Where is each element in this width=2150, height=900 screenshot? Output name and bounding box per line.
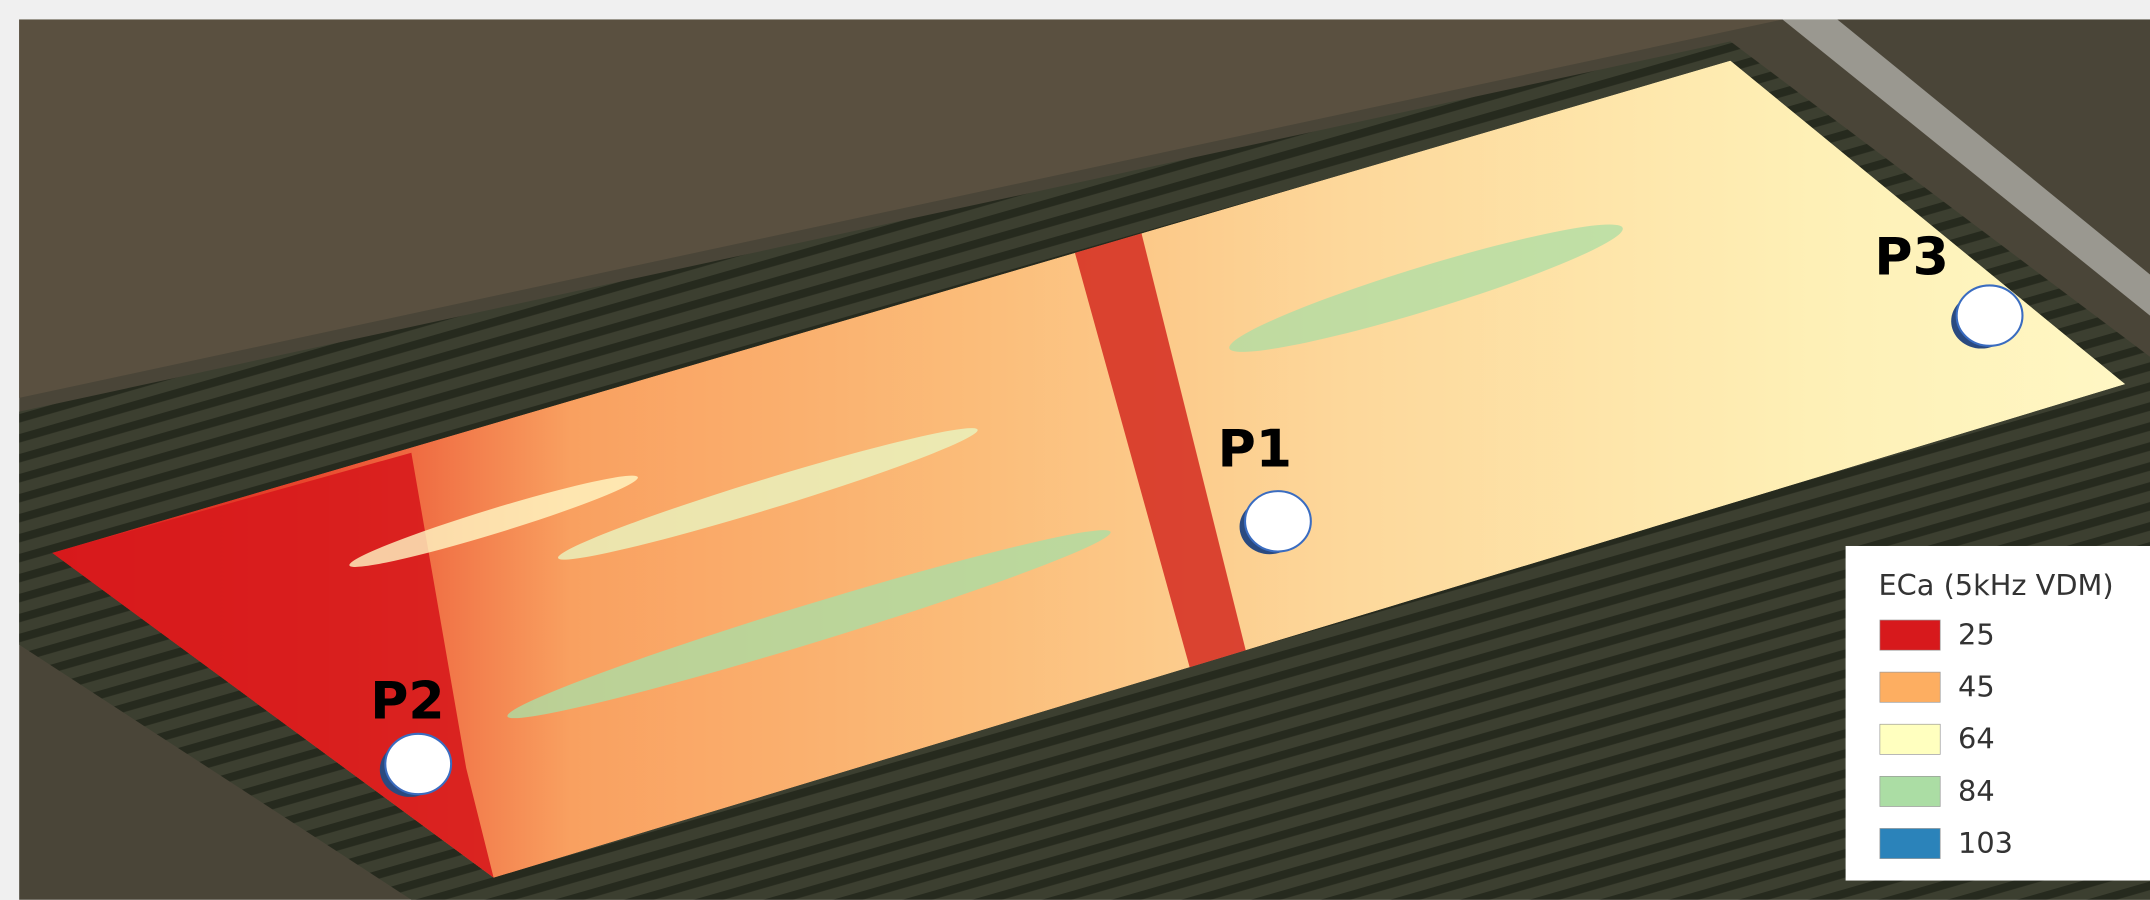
legend-label: 64 [1958, 722, 1995, 756]
legend: ECa (5kHz VDM) 25 45 64 84 103 [1846, 546, 2150, 881]
legend-label: 45 [1958, 670, 1995, 704]
point-label: P3 [1874, 227, 1948, 287]
legend-label: 103 [1958, 826, 2013, 860]
map: P1 P2 P3 ECa (5kHz VDM) 25 45 64 84 103 [0, 0, 2150, 900]
legend-title: ECa (5kHz VDM) [1879, 568, 2114, 602]
point-marker [1245, 491, 1311, 551]
page: P1P2P3 ECa (5kHz VDM) 25456484103 (() =>… [0, 0, 2150, 900]
point-marker [1957, 285, 2023, 345]
point-label: P2 [370, 672, 444, 732]
legend-swatch [1880, 828, 1940, 858]
legend-swatch [1880, 620, 1940, 650]
legend-label: 84 [1958, 774, 1995, 808]
point-marker [385, 734, 451, 794]
point-label: P1 [1218, 419, 1292, 479]
legend-swatch [1880, 672, 1940, 702]
legend-swatch [1880, 776, 1940, 806]
legend-label: 25 [1958, 617, 1995, 651]
legend-swatch [1880, 724, 1940, 754]
